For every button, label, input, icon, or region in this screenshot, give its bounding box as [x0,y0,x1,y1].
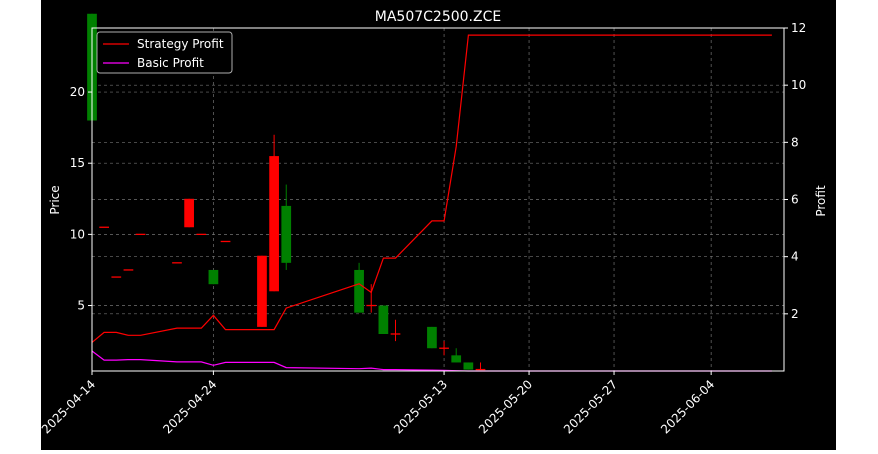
legend-box [96,31,233,74]
candle-body [208,269,219,285]
y-tick-label: 5 [77,299,85,313]
candle-body [451,355,462,363]
figure-background: MA507C2500.ZCE 2025-04-14 2025-04-24 2025-… [39,0,836,450]
candle-body [427,326,437,349]
x-tick-label: 2025-05-20 [476,377,535,436]
y2-tick-label: 6 [791,193,799,207]
candle-body [378,305,389,334]
candle-body [184,198,194,228]
candle-body [257,255,267,327]
candle-body [269,156,279,292]
y2-axis-label: Profit [814,185,828,217]
candle-body [281,205,292,263]
legend-strategy-label: Strategy Profit [137,37,224,51]
candle-body [354,269,364,313]
candlestick-chart: MA507C2500.ZCE 2025-04-14 2025-04-24 2025-… [39,9,828,436]
x-tick-label: 2025-05-13 [391,377,450,436]
x-tick-label: 2025-06-04 [658,377,717,436]
x-tick-label: 2025-05-27 [561,377,620,436]
y-tick-label: 20 [70,85,85,99]
y2-tick-label: 4 [791,250,799,264]
chart-title: MA507C2500.ZCE [375,9,501,25]
x-tick-label: 2025-04-14 [41,377,98,436]
y-axis-label: Price [48,185,62,214]
candle-body [463,362,474,370]
y-tick-label: 10 [70,227,85,241]
legend: Strategy Profit Basic Profit [96,31,233,74]
y-tick-label: 15 [70,156,85,170]
y2-tick-label: 12 [791,21,806,35]
y2-tick-label: 2 [791,307,799,321]
strategy-profit-line [91,34,772,343]
legend-basic-label: Basic Profit [137,56,204,70]
y2-tick-label: 10 [791,78,806,92]
x-tick-label: 2025-04-24 [160,377,219,436]
y2-tick-label: 8 [791,135,799,149]
grid-layer [91,27,784,371]
basic-profit-line [91,350,772,372]
